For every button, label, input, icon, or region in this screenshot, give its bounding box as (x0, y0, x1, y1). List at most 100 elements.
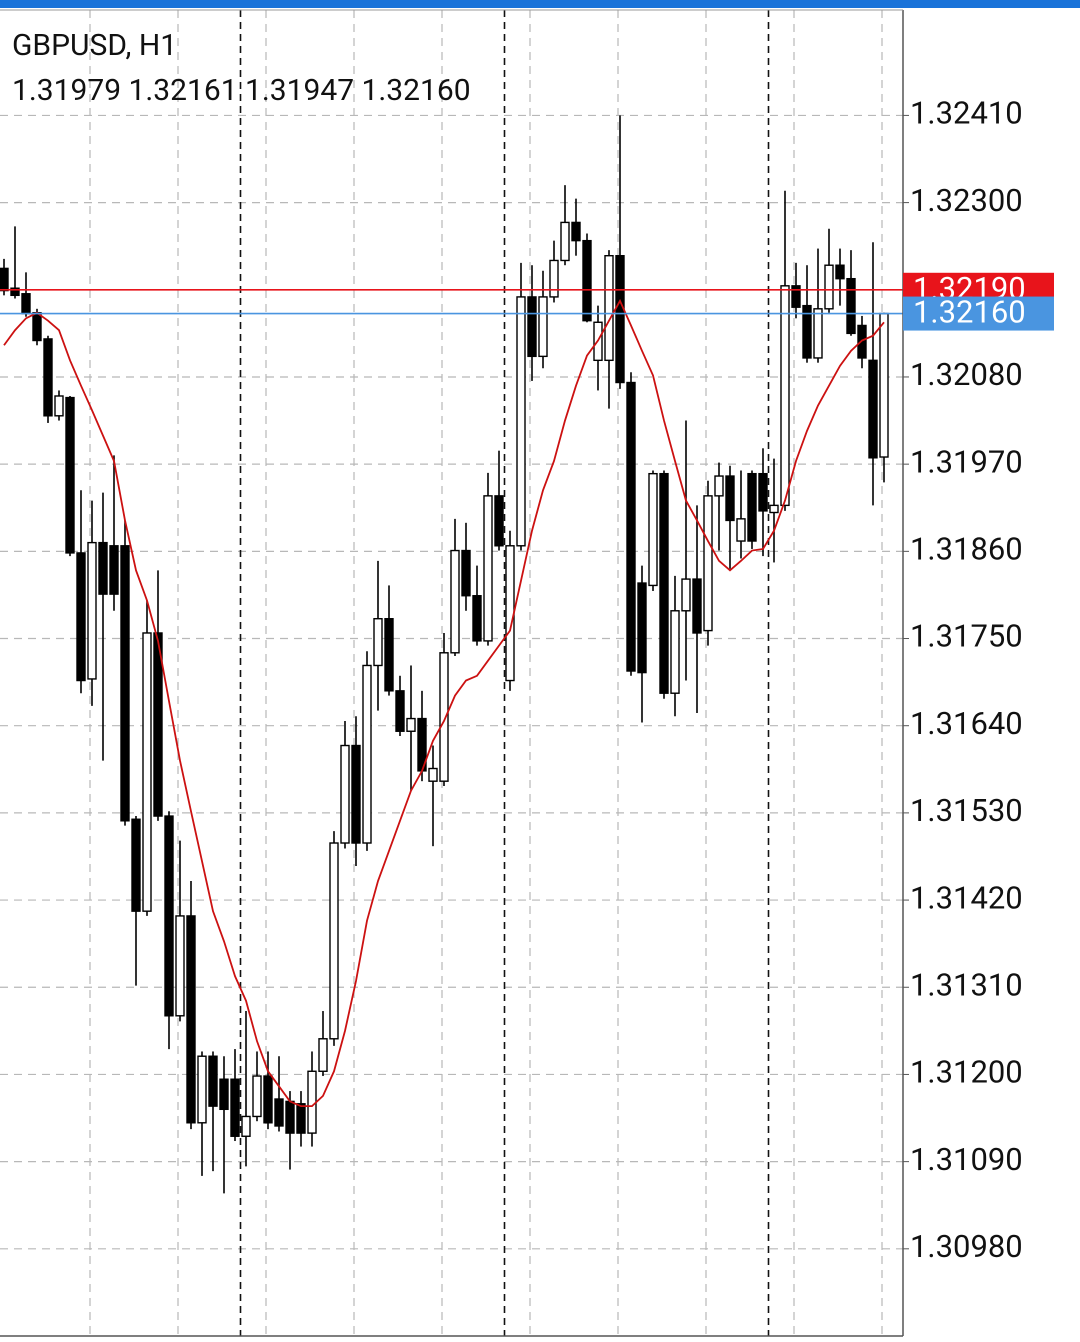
candle-body (395, 690, 405, 732)
candle-body (109, 545, 119, 595)
candle-body (703, 495, 713, 632)
candle-body (813, 308, 823, 359)
candle-body (714, 475, 724, 497)
candle-body (879, 312, 889, 458)
candle-body (142, 632, 152, 912)
candle-body (494, 495, 504, 547)
candle-body (65, 396, 75, 554)
candle-body (87, 541, 97, 680)
candle-body (164, 815, 174, 1017)
candle-body (538, 296, 548, 358)
candle-body (384, 618, 394, 692)
moving-average (3, 298, 885, 1108)
candle-body (329, 842, 339, 1040)
y-tick-label: 1.31750 (910, 618, 1023, 655)
candle-body (32, 312, 42, 342)
candle-body (43, 338, 53, 417)
candle-body (571, 221, 581, 242)
candle-body (219, 1078, 229, 1111)
candle-body (98, 541, 108, 595)
candle-body (153, 632, 163, 817)
candle-body (846, 277, 856, 335)
candle-body (637, 582, 647, 674)
candle-body (461, 549, 471, 597)
candle-body (252, 1075, 262, 1118)
y-tick-label: 1.31200 (910, 1054, 1023, 1091)
candle-body (516, 296, 526, 547)
y-tick-label: 1.31860 (910, 531, 1023, 568)
candle-body (21, 293, 31, 315)
candle-body (175, 915, 185, 1017)
candle-body (131, 818, 141, 912)
candle-body (439, 652, 449, 782)
grid (0, 10, 903, 1336)
y-tick-label: 1.31420 (910, 879, 1023, 916)
candle-body (659, 472, 669, 694)
candle-body (780, 285, 790, 507)
candle-body (241, 1115, 251, 1137)
candle-body (560, 221, 570, 262)
y-tick-label: 1.31310 (910, 966, 1023, 1003)
price-label: 1.32160 (913, 294, 1026, 331)
y-tick-label: 1.31090 (910, 1141, 1023, 1178)
candle-body (549, 259, 559, 298)
candle-body (758, 472, 768, 512)
candle-body (835, 264, 845, 280)
plot (0, 115, 903, 1194)
top-bar (0, 0, 1080, 8)
candle-body (868, 359, 878, 459)
candle-body (604, 255, 614, 362)
candle-body (692, 578, 702, 634)
candle-body (307, 1070, 317, 1134)
candle-body (747, 472, 757, 542)
candle-body (263, 1075, 273, 1124)
candle-body (428, 767, 438, 782)
candle-body (648, 472, 658, 587)
candle-body (769, 504, 779, 514)
candle-body (296, 1103, 306, 1134)
candle-body (0, 267, 9, 292)
candle-body (285, 1100, 295, 1134)
candle-body (450, 549, 460, 654)
candle-body (406, 717, 416, 732)
y-tick-label: 1.32300 (910, 182, 1023, 219)
candle-body (615, 255, 625, 384)
candle-body (736, 518, 746, 542)
symbol: GBPUSD, H1 (12, 28, 177, 63)
candle-body (527, 296, 537, 358)
candle-body (483, 495, 493, 642)
price-label-box (903, 296, 1054, 331)
candle-body (582, 239, 592, 322)
candle-body (186, 915, 196, 1124)
y-tick-label: 1.30980 (910, 1228, 1023, 1265)
candle-body (373, 618, 383, 667)
y-tick-label: 1.32410 (910, 95, 1023, 132)
candle-body (230, 1078, 240, 1137)
candle-body (362, 664, 372, 844)
candle-body (318, 1038, 328, 1072)
y-tick-label: 1.31640 (910, 705, 1023, 742)
candle-body (791, 285, 801, 308)
y-tick-label: 1.32080 (910, 356, 1023, 393)
candle-body (208, 1055, 218, 1107)
y-tick-label: 1.31530 (910, 792, 1023, 829)
candle-body (725, 475, 735, 522)
candle-body (54, 395, 64, 417)
candle-body (626, 381, 636, 672)
candle-body (505, 545, 515, 682)
candle-body (76, 552, 86, 682)
candle-body (197, 1055, 207, 1124)
y-tick-label: 1.31970 (910, 443, 1023, 480)
candle-body (670, 610, 680, 694)
candle-body (10, 287, 20, 297)
candle-body (274, 1098, 284, 1127)
candle-body (681, 578, 691, 612)
candle-body (340, 744, 350, 844)
candle-body (802, 304, 812, 359)
candle-body (351, 744, 361, 844)
ohlc-info: 1.31979 1.32161 1.31947 1.32160 (12, 73, 471, 108)
candle-body (824, 264, 834, 310)
